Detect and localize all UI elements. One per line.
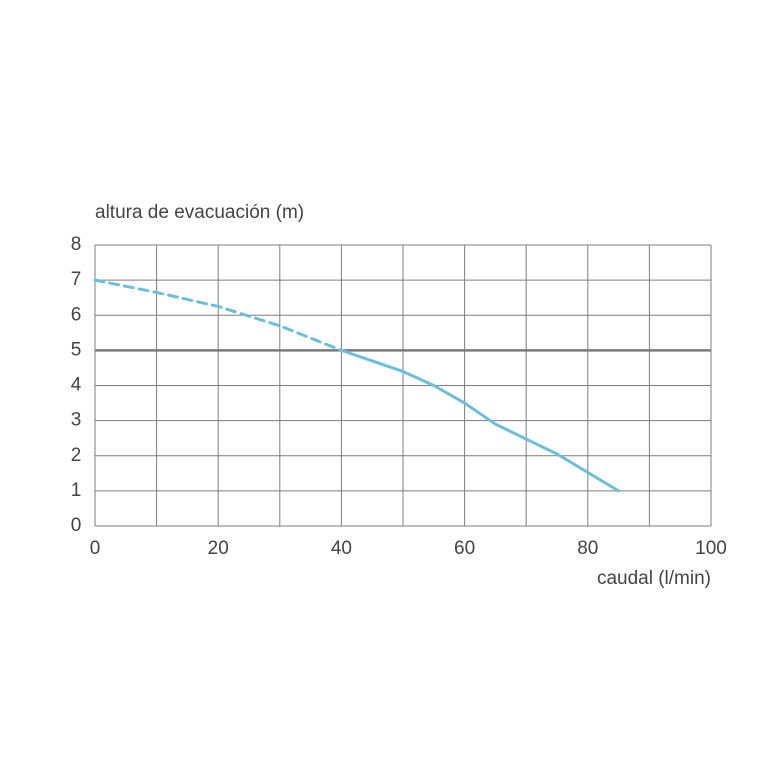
curve-line xyxy=(93,278,343,352)
y-axis-label: altura de evacuación (m) xyxy=(95,202,304,223)
x-tick-label: 0 xyxy=(90,538,101,559)
y-tick-label: 6 xyxy=(71,304,82,325)
x-tick-label: 80 xyxy=(577,538,598,559)
x-axis-label: caudal (l/min) xyxy=(597,568,711,589)
y-tick-label: 8 xyxy=(71,234,82,255)
y-tick-label: 5 xyxy=(71,339,82,360)
y-tick-label: 0 xyxy=(71,515,82,536)
x-tick-label: 20 xyxy=(208,538,229,559)
curve-line xyxy=(339,348,621,493)
y-tick-label: 3 xyxy=(71,410,82,431)
x-tick-label: 100 xyxy=(695,538,727,559)
y-tick-label: 4 xyxy=(71,375,82,396)
y-tick-label: 7 xyxy=(71,269,82,290)
x-tick-label: 40 xyxy=(331,538,352,559)
y-tick-label: 2 xyxy=(71,445,82,466)
y-tick-label: 1 xyxy=(71,480,82,501)
x-tick-label: 60 xyxy=(454,538,475,559)
